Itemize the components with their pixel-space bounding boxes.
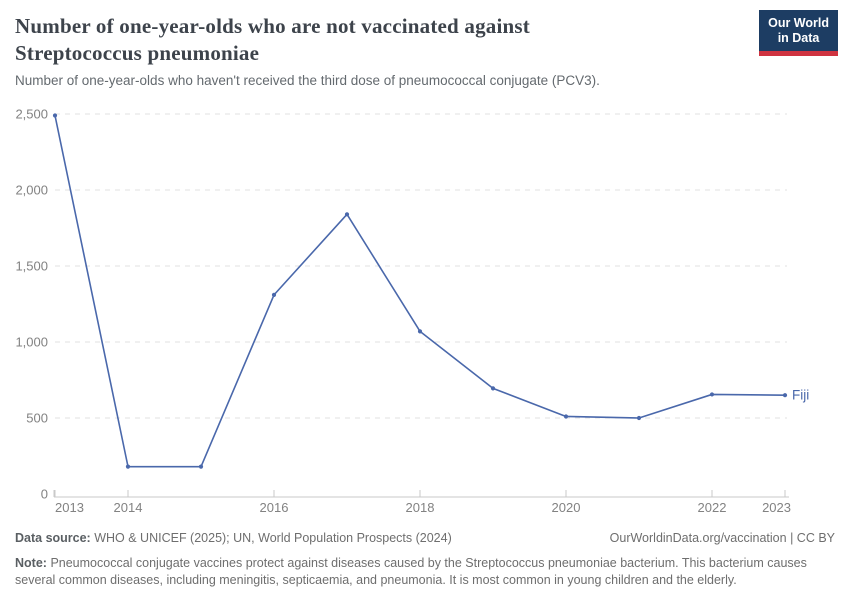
svg-text:0: 0 bbox=[41, 487, 48, 502]
svg-text:500: 500 bbox=[26, 411, 48, 426]
svg-text:2013: 2013 bbox=[55, 500, 84, 515]
owid-link[interactable]: OurWorldinData.org/vaccination bbox=[609, 531, 787, 545]
datasource: Data source: WHO & UNICEF (2025); UN, Wo… bbox=[15, 531, 452, 545]
svg-text:1,500: 1,500 bbox=[15, 259, 48, 274]
footnote: Note: Pneumococcal conjugate vaccines pr… bbox=[15, 555, 807, 589]
page-title: Number of one-year-olds who are not vacc… bbox=[15, 13, 655, 67]
owid-logo-line2: in Data bbox=[777, 31, 820, 45]
attribution: OurWorldinData.org/vaccination | CC BY bbox=[610, 531, 835, 545]
owid-logo[interactable]: Our World in Data bbox=[759, 10, 838, 56]
svg-text:2,500: 2,500 bbox=[15, 107, 48, 122]
svg-text:2022: 2022 bbox=[698, 500, 727, 515]
chart-footer: Data source: WHO & UNICEF (2025); UN, Wo… bbox=[15, 531, 835, 587]
svg-text:2016: 2016 bbox=[260, 500, 289, 515]
license-text: CC BY bbox=[796, 531, 835, 545]
svg-text:2020: 2020 bbox=[552, 500, 581, 515]
svg-text:2014: 2014 bbox=[114, 500, 143, 515]
datasource-label: Data source: bbox=[15, 531, 91, 545]
owid-logo-line1: Our World bbox=[768, 16, 829, 30]
datasource-line: Data source: WHO & UNICEF (2025); UN, Wo… bbox=[15, 531, 835, 548]
svg-text:2018: 2018 bbox=[406, 500, 435, 515]
page-title-line1: Number of one-year-olds who are not vacc… bbox=[15, 14, 530, 38]
series-label-fiji: Fiji bbox=[792, 388, 809, 403]
page-title-line2: Streptococcus pneumoniae bbox=[15, 41, 260, 65]
chart-subtitle: Number of one-year-olds who haven't rece… bbox=[15, 73, 600, 88]
footnote-text: Pneumococcal conjugate vaccines protect … bbox=[15, 556, 807, 587]
attribution-separator: | bbox=[790, 531, 794, 545]
footnote-label: Note: bbox=[15, 556, 47, 570]
datasource-text: WHO & UNICEF (2025); UN, World Populatio… bbox=[94, 531, 452, 545]
svg-text:2023: 2023 bbox=[762, 500, 791, 515]
svg-text:2,000: 2,000 bbox=[15, 183, 48, 198]
svg-text:1,000: 1,000 bbox=[15, 335, 48, 350]
